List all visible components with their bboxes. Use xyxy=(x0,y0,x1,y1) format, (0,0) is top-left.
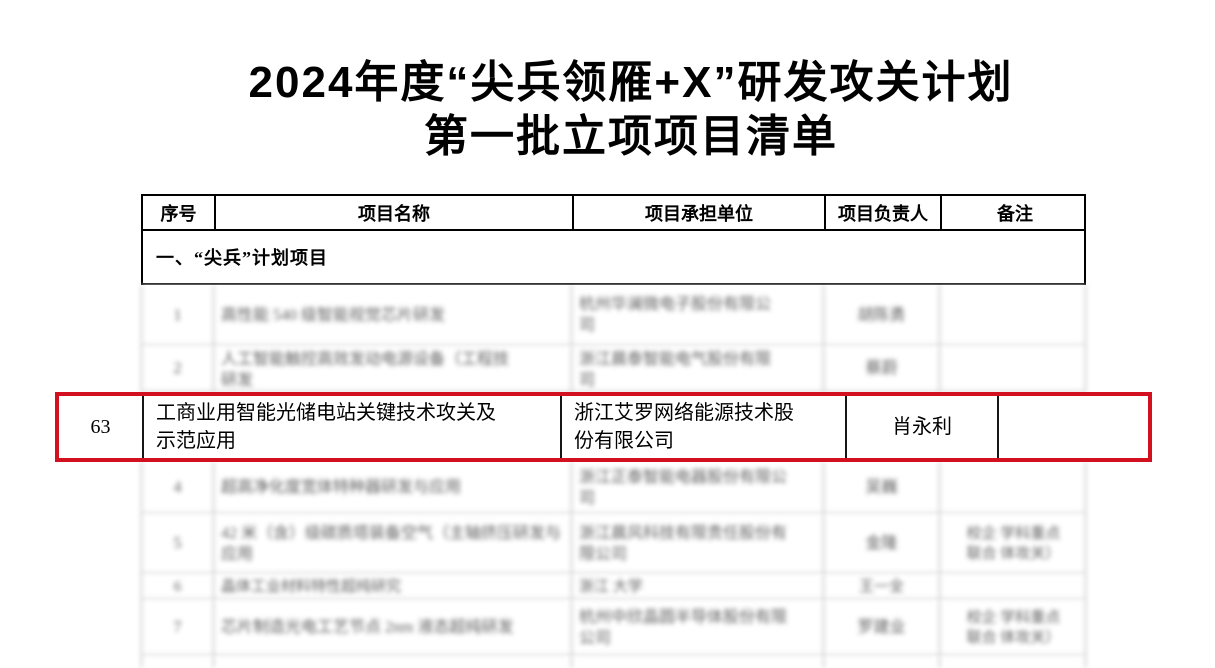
cell-name xyxy=(213,656,571,668)
cell-seq: 4 xyxy=(173,479,182,496)
cell-name: 超高净化度宽体特种器研发与应用 xyxy=(213,462,571,513)
table-row-blurred-1: 1 高性能 540 级智能视觉芯片研发 杭州华澜微电子股份有限公司 胡陈勇 xyxy=(141,285,1086,346)
section-header-row: 一、“尖兵”计划项目 xyxy=(141,231,1086,285)
document-title-line1: 2024年度“尖兵领雁+X”研发攻关计划 xyxy=(248,58,1014,107)
section-label: 一、“尖兵”计划项目 xyxy=(156,248,328,268)
cell-unit: 杭州中欣晶圆半导体股份有限 公司 xyxy=(571,600,823,655)
cell-seq: 2 xyxy=(173,360,182,377)
highlight-seq: 63 xyxy=(90,416,111,438)
highlight-project-name: 工商业用智能光储电站关键技术攻关及 示范应用 xyxy=(142,396,560,458)
cell-seq: 1 xyxy=(173,306,182,324)
cell-name: 42 米（含）级碳质塔装备空气（主轴挤压研发与 应用 xyxy=(213,514,571,573)
cell-seq: 5 xyxy=(173,535,182,552)
table-row-blurred-5: 5 42 米（含）级碳质塔装备空气（主轴挤压研发与 应用 浙江晨风科技有限责任股份… xyxy=(141,514,1086,574)
cell-remark: 校企 学科重点 联合 体攻关） xyxy=(939,600,1087,655)
cell-remark: 校企 学科重点 联合 体攻关） xyxy=(939,514,1087,573)
cell-unit xyxy=(571,656,823,668)
cell-unit: 浙江晨泰智能电气股份有限司 xyxy=(571,346,823,391)
table-row-blurred-6: 6 晶体工业材料特性超纯研究 浙江 大学 王一全 xyxy=(141,574,1086,600)
column-header-name: 项目名称 xyxy=(214,196,572,229)
highlighted-row-63: 63 工商业用智能光储电站关键技术攻关及 示范应用 浙江艾罗网络能源技术股 份有… xyxy=(55,392,1152,462)
cell-unit: 浙江正泰智能电器股份有限公司 xyxy=(571,462,823,513)
highlight-unit: 浙江艾罗网络能源技术股 份有限公司 xyxy=(560,396,845,458)
projects-table: 序号 项目名称 项目承担单位 项目负责人 备注 一、“尖兵”计划项目 1 高性能… xyxy=(141,194,1086,668)
highlight-remark xyxy=(997,396,1148,458)
cell-unit: 杭州华澜微电子股份有限公司 xyxy=(571,285,823,345)
document-title: 2024年度“尖兵领雁+X”研发攻关计划 第一批立项项目清单 xyxy=(0,56,1215,164)
highlight-leader: 肖永利 xyxy=(845,396,997,458)
table-row-blurred-4: 4 超高净化度宽体特种器研发与应用 浙江正泰智能电器股份有限公司 吴巍 xyxy=(141,462,1086,514)
column-header-remark: 备注 xyxy=(940,196,1088,229)
cell-seq: 7 xyxy=(173,619,182,636)
cell-remark xyxy=(939,574,1087,599)
cell-leader xyxy=(823,656,939,668)
cell-unit: 浙江 大学 xyxy=(571,574,823,599)
column-header-seq: 序号 xyxy=(160,203,197,224)
cell-remark xyxy=(939,285,1087,345)
cell-remark xyxy=(939,656,1087,668)
cell-leader: 罗建业 xyxy=(823,600,939,655)
cell-name: 芯片制造光电工艺节点 2nm 液态超纯研发 xyxy=(213,600,571,655)
column-header-unit: 项目承担单位 xyxy=(572,196,824,229)
cell-remark xyxy=(939,346,1087,391)
cell-leader: 王一全 xyxy=(823,574,939,599)
cell-seq xyxy=(142,656,213,668)
cell-leader: 胡陈勇 xyxy=(823,285,939,345)
column-header-leader: 项目负责人 xyxy=(824,196,940,229)
cell-unit: 浙江晨风科技有限责任股份有 限公司 xyxy=(571,514,823,573)
cell-leader: 金隆 xyxy=(823,514,939,573)
cell-name: 人工智能触控高效发动电源设备（工程技 研发 xyxy=(213,346,571,391)
table-row-blurred-2: 2 人工智能触控高效发动电源设备（工程技 研发 浙江晨泰智能电气股份有限司 蔡蔚 xyxy=(141,346,1086,392)
cell-leader: 蔡蔚 xyxy=(823,346,939,391)
cell-name: 高性能 540 级智能视觉芯片研发 xyxy=(213,285,571,345)
table-row-blurred-7: 7 芯片制造光电工艺节点 2nm 液态超纯研发 杭州中欣晶圆半导体股份有限 公司 … xyxy=(141,600,1086,656)
cell-remark xyxy=(939,462,1087,513)
table-row-blurred-partial xyxy=(141,656,1086,668)
document-title-line2: 第一批立项项目清单 xyxy=(424,112,838,161)
cell-leader: 吴巍 xyxy=(823,462,939,513)
cell-seq: 6 xyxy=(173,578,182,595)
table-header-row: 序号 项目名称 项目承担单位 项目负责人 备注 xyxy=(141,194,1086,231)
cell-name: 晶体工业材料特性超纯研究 xyxy=(213,574,571,599)
